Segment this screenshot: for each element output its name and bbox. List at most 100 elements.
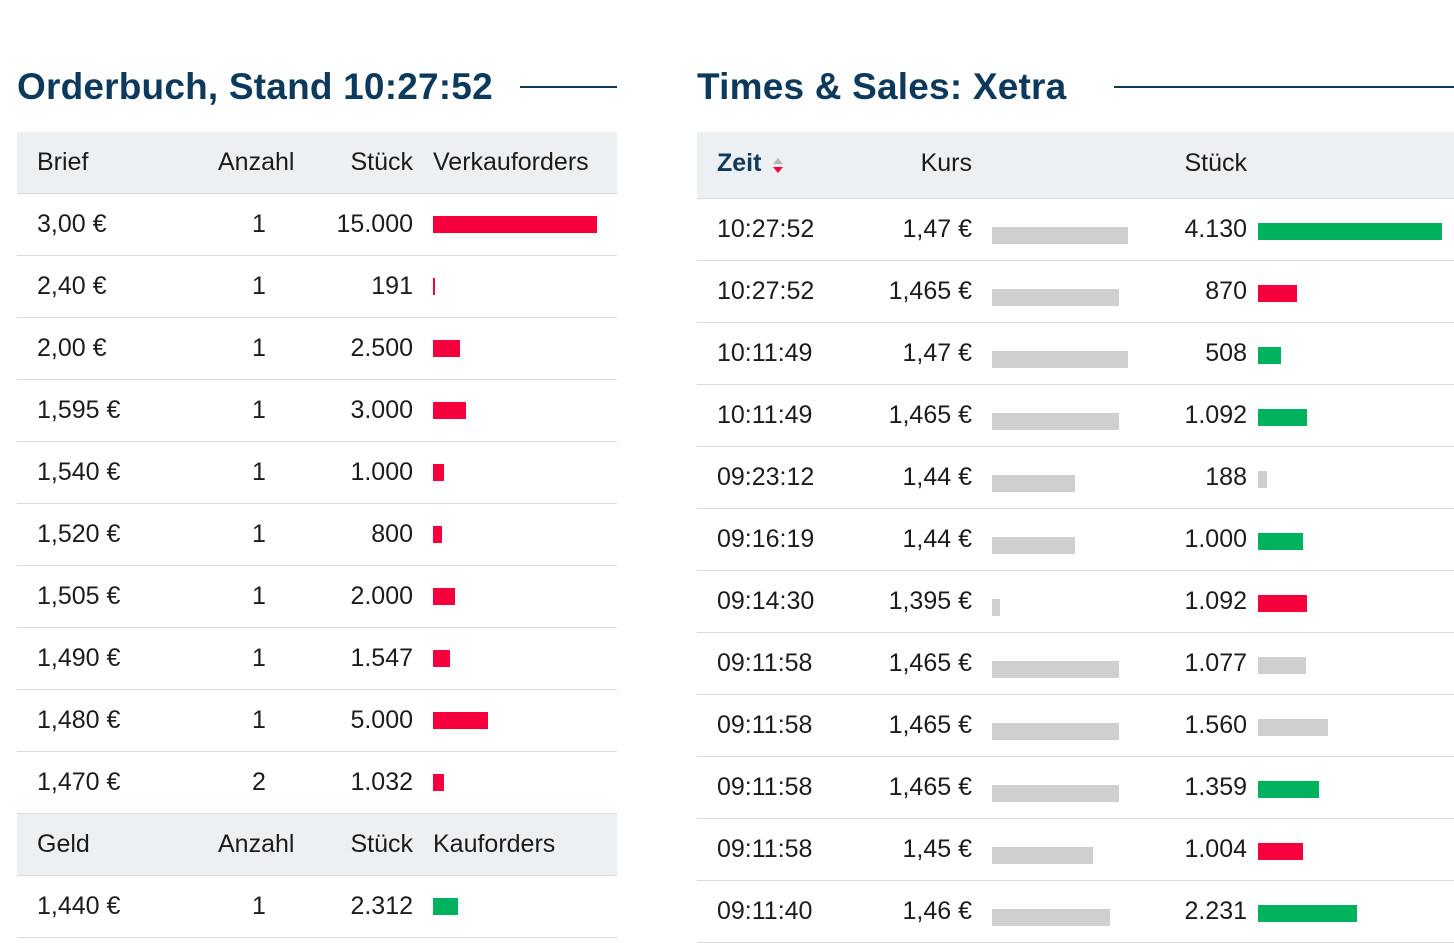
trade-price: 1,465 € [888,401,972,429]
ask-volume-bar [433,216,597,233]
trade-volume-bar [1258,409,1307,426]
times-sales-title: Times & Sales: Xetra [697,66,1067,107]
trade-time: 09:11:58 [717,711,813,739]
trade-volume-bar [1258,595,1307,612]
trade-price-bar [992,847,1093,864]
ask-volume-bar [433,774,444,791]
trade-pieces: 4.130 [1184,215,1247,243]
trade-price-bar [992,785,1119,802]
ask-price: 1,490 € [37,644,121,672]
ask-header-row: Brief Anzahl Stück Verkauforders [17,132,617,194]
trade-time: 09:11:58 [717,649,813,677]
trade-row: 09:11:58 1,465 € 1.560 [697,695,1454,757]
trade-time: 09:14:30 [717,587,815,615]
bid-count-header: Anzahl [218,830,295,858]
trade-price-bar [992,413,1119,430]
trade-price: 1,47 € [902,215,972,243]
ask-volume-bar [433,588,455,605]
orderbook-title: Orderbuch, Stand 10:27:52 [17,66,493,107]
trade-pieces: 1.560 [1184,711,1247,739]
trade-volume-bar [1258,533,1303,550]
bid-bar-header: Kauforders [433,830,556,858]
trade-pieces: 188 [1205,463,1247,491]
sort-desc-icon[interactable] [772,158,784,178]
ask-row: 3,00 € 1 15.000 [17,194,617,256]
bid-price: 1,440 € [37,892,121,920]
trade-row: 09:11:58 1,45 € 1.004 [697,819,1454,881]
trade-price-bar [992,289,1119,306]
ask-count: 2 [252,768,266,796]
trade-volume-bar [1258,843,1303,860]
trade-price: 1,465 € [888,711,972,739]
ask-count: 1 [252,396,266,424]
trade-pieces: 2.231 [1184,897,1247,925]
ask-price: 1,470 € [37,768,121,796]
trade-volume-bar [1258,719,1328,736]
trade-price: 1,46 € [902,897,972,925]
trade-price-bar [992,537,1075,554]
bid-header-row: Geld Anzahl Stück Kauforders [17,814,617,876]
times-sales-panel: Times & Sales: Xetra Zeit Kurs Stück 10:… [697,0,1454,943]
ask-volume-bar [433,340,460,357]
ask-count: 1 [252,458,266,486]
trade-volume-bar [1258,285,1297,302]
trade-price-bar [992,909,1110,926]
trade-pieces: 870 [1205,277,1247,305]
time-sort-header[interactable]: Zeit [717,132,761,194]
trade-price: 1,45 € [902,835,972,863]
ask-row: 1,595 € 1 3.000 [17,380,617,442]
trade-price: 1,44 € [902,463,972,491]
trade-volume-bar [1258,905,1357,922]
ask-price-header: Brief [37,148,89,176]
times-sales-title-row: Times & Sales: Xetra [697,0,1454,132]
ask-row: 1,490 € 1 1.547 [17,628,617,690]
trade-volume-bar [1258,657,1306,674]
trade-row: 10:11:49 1,465 € 1.092 [697,385,1454,447]
trade-price-bar [992,475,1075,492]
trade-volume-bar [1258,347,1281,364]
times-sales-header-row: Zeit Kurs Stück [697,132,1454,199]
trade-pieces: 1.004 [1184,835,1247,863]
trade-price: 1,395 € [888,587,972,615]
trade-price-bar [992,661,1119,678]
trade-pieces: 1.092 [1184,587,1247,615]
orderbook-panel: Orderbuch, Stand 10:27:52 Brief Anzahl S… [17,0,617,938]
title-divider [1114,86,1454,88]
ask-pieces: 2.000 [350,582,413,610]
ask-row: 2,00 € 1 2.500 [17,318,617,380]
trade-price-bar [992,227,1128,244]
trade-price: 1,465 € [888,773,972,801]
ask-pieces: 2.500 [350,334,413,362]
trade-time: 10:27:52 [717,215,815,243]
trade-pieces: 1.092 [1184,401,1247,429]
ask-price: 2,40 € [37,272,107,300]
trade-pieces: 1.359 [1184,773,1247,801]
bid-price-header: Geld [37,830,90,858]
bid-rows: 1,440 € 1 2.312 [17,876,617,938]
trade-price-bar [992,723,1119,740]
bid-row: 1,440 € 1 2.312 [17,876,617,938]
trade-time: 10:27:52 [717,277,815,305]
trade-row: 10:11:49 1,47 € 508 [697,323,1454,385]
trade-time: 10:11:49 [717,339,813,367]
ask-volume-bar [433,712,488,729]
ask-count: 1 [252,520,266,548]
ask-row: 1,470 € 2 1.032 [17,752,617,814]
ask-price: 1,505 € [37,582,121,610]
trade-volume-bar [1258,471,1267,488]
ask-volume-bar [433,278,435,295]
ask-pieces: 5.000 [350,706,413,734]
ask-row: 2,40 € 1 191 [17,256,617,318]
ask-pieces: 191 [371,272,413,300]
trade-rows: 10:27:52 1,47 € 4.130 10:27:52 1,465 € 870 10:… [697,199,1454,943]
pieces-header: Stück [1184,149,1247,177]
ask-pieces: 1.000 [350,458,413,486]
ask-row: 1,540 € 1 1.000 [17,442,617,504]
trade-time: 09:11:58 [717,835,813,863]
trade-pieces: 1.077 [1184,649,1247,677]
ask-pieces: 3.000 [350,396,413,424]
ask-volume-bar [433,464,444,481]
trade-pieces: 1.000 [1184,525,1247,553]
ask-count: 1 [252,272,266,300]
trade-row: 09:11:58 1,465 € 1.077 [697,633,1454,695]
